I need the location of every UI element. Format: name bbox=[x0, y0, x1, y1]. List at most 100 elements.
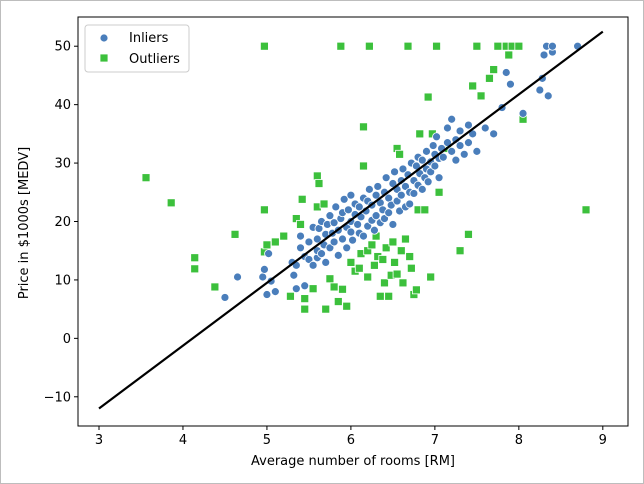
inlier-point bbox=[447, 114, 457, 124]
x-axis-ticks: 3 4 5 6 7 8 9 bbox=[95, 426, 607, 448]
outlier-point bbox=[333, 297, 343, 306]
inlier-point bbox=[464, 120, 473, 130]
inlier-point bbox=[535, 85, 545, 95]
outlier-point bbox=[432, 41, 441, 51]
inlier-point bbox=[329, 218, 339, 228]
x-tick-label: 7 bbox=[431, 433, 439, 448]
inlier-point bbox=[317, 249, 326, 259]
outlier-point bbox=[370, 260, 379, 270]
inlier-point bbox=[346, 227, 356, 237]
outlier-point bbox=[321, 304, 331, 314]
outlier-point bbox=[476, 91, 486, 101]
legend: Inliers Outliers bbox=[84, 24, 190, 73]
outlier-point bbox=[329, 282, 339, 292]
inlier-point bbox=[472, 146, 482, 156]
inlier-point bbox=[346, 190, 356, 200]
outlier-point bbox=[260, 41, 269, 51]
x-tick-label: 9 bbox=[599, 433, 607, 448]
inlier-point bbox=[480, 123, 490, 133]
inlier-point bbox=[384, 208, 394, 218]
outlier-point bbox=[398, 278, 408, 288]
outlier-point bbox=[279, 231, 289, 241]
inlier-point bbox=[451, 155, 461, 165]
inlier-point bbox=[353, 220, 363, 229]
inlier-point bbox=[422, 146, 431, 156]
outlier-point bbox=[401, 234, 410, 244]
legend-label-outliers: Outliers bbox=[129, 52, 180, 67]
y-tick-label: −10 bbox=[44, 390, 71, 405]
x-tick-label: 5 bbox=[263, 433, 271, 448]
inlier-point bbox=[300, 281, 310, 291]
y-axis-ticks: −10 0 10 20 30 40 50 bbox=[44, 40, 78, 405]
outlier-point bbox=[300, 294, 310, 304]
outlier-point bbox=[395, 149, 405, 159]
inlier-point bbox=[325, 243, 335, 253]
x-tick-label: 4 bbox=[179, 433, 187, 448]
inlier-point bbox=[220, 293, 230, 302]
inlier-point bbox=[390, 167, 399, 177]
outlier-point bbox=[468, 81, 478, 91]
inlier-point bbox=[312, 234, 322, 244]
inlier-point bbox=[417, 155, 427, 165]
inlier-point bbox=[432, 132, 441, 142]
inlier-point bbox=[396, 190, 406, 200]
x-tick-label: 8 bbox=[515, 433, 523, 448]
inlier-point bbox=[405, 199, 415, 209]
outlier-point bbox=[308, 284, 318, 294]
inlier-point bbox=[264, 249, 274, 259]
outlier-point bbox=[314, 179, 324, 188]
outlier-point bbox=[342, 301, 352, 311]
inlier-point bbox=[296, 243, 305, 253]
inlier-point bbox=[381, 173, 391, 183]
inlier-point bbox=[333, 250, 343, 260]
inlier-point bbox=[443, 123, 452, 133]
legend-box bbox=[84, 24, 190, 73]
inlier-point bbox=[325, 211, 335, 221]
inlier-point bbox=[296, 231, 305, 241]
inlier-point bbox=[338, 234, 347, 244]
inlier-point bbox=[354, 202, 364, 212]
outlier-point bbox=[336, 41, 346, 51]
inlier-point bbox=[426, 167, 436, 177]
inlier-point bbox=[370, 225, 379, 235]
y-tick-label: 50 bbox=[54, 40, 71, 55]
inlier-point bbox=[258, 272, 268, 282]
outlier-point bbox=[396, 246, 406, 256]
inlier-point bbox=[423, 177, 433, 187]
inlier-point bbox=[455, 141, 465, 150]
inlier-point bbox=[270, 287, 280, 297]
legend-label-inliers: Inliers bbox=[129, 31, 169, 46]
outlier-point bbox=[493, 41, 503, 51]
outlier-point bbox=[286, 291, 295, 301]
legend-marker-outliers bbox=[99, 53, 109, 63]
inlier-point bbox=[342, 243, 352, 253]
outlier-point bbox=[581, 205, 591, 215]
outlier-point bbox=[411, 285, 421, 295]
outlier-point bbox=[364, 41, 374, 51]
legend-marker-inliers bbox=[99, 33, 109, 43]
inlier-point bbox=[501, 68, 511, 77]
inlier-point bbox=[380, 214, 389, 223]
inlier-point bbox=[364, 184, 374, 194]
outlier-point bbox=[420, 205, 430, 215]
inlier-point bbox=[371, 190, 381, 200]
outlier-point bbox=[141, 173, 151, 183]
inlier-point bbox=[262, 290, 272, 299]
y-axis-label: Price in $1000s [MEDV] bbox=[17, 147, 32, 299]
outlier-point bbox=[260, 205, 269, 215]
outlier-point bbox=[190, 264, 200, 274]
inlier-point bbox=[428, 141, 438, 150]
inlier-point bbox=[447, 146, 457, 156]
outlier-point bbox=[346, 257, 356, 267]
inlier-point bbox=[417, 184, 427, 194]
inlier-point bbox=[434, 173, 444, 183]
outlier-point bbox=[489, 65, 499, 74]
inlier-point bbox=[518, 109, 528, 118]
outlier-point bbox=[504, 50, 514, 60]
inlier-point bbox=[321, 257, 331, 267]
inlier-point bbox=[373, 182, 383, 191]
inlier-point bbox=[438, 152, 448, 162]
outlier-point bbox=[359, 161, 368, 171]
outlier-point bbox=[359, 122, 368, 132]
